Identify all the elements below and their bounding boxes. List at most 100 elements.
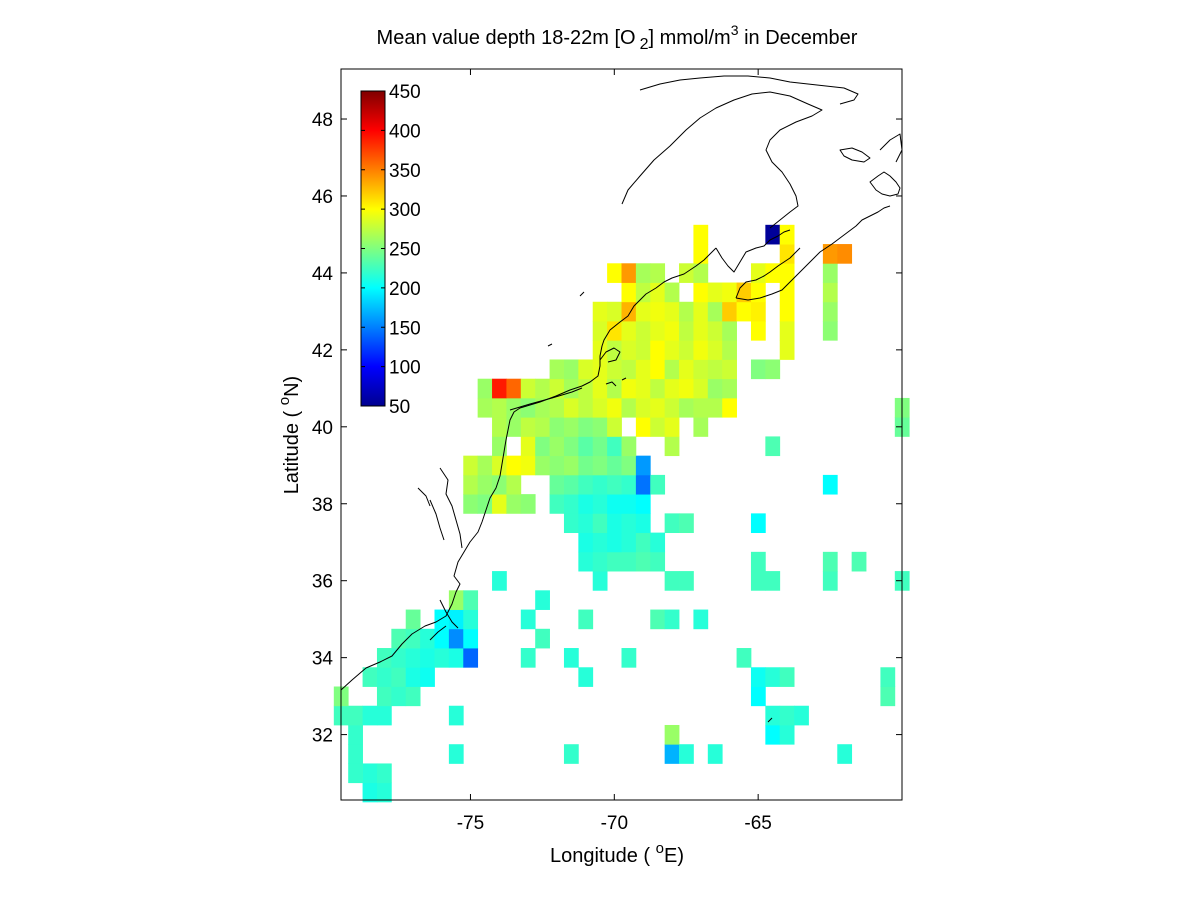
heatmap-cell bbox=[549, 417, 565, 437]
heatmap-cell bbox=[549, 436, 565, 457]
heatmap-cell bbox=[837, 744, 853, 764]
heatmap-cell bbox=[477, 397, 493, 418]
heatmap-cell bbox=[707, 744, 723, 764]
heatmap-cell bbox=[448, 590, 464, 610]
heatmap-cell bbox=[592, 436, 608, 457]
heatmap-cell bbox=[578, 474, 594, 495]
heatmap-cell bbox=[664, 417, 680, 437]
colorbar-tick-label: 450 bbox=[389, 82, 421, 103]
colorbar-tick-label: 150 bbox=[389, 318, 421, 339]
heatmap-cell bbox=[664, 321, 680, 341]
coastline-bay-of-fundy bbox=[715, 229, 791, 273]
heatmap-cell bbox=[448, 705, 464, 726]
coastline-pei bbox=[839, 147, 871, 163]
heatmap-cell bbox=[563, 494, 579, 514]
heatmap-cell bbox=[621, 263, 637, 283]
heatmap-cell bbox=[779, 705, 795, 726]
coastline bbox=[340, 75, 903, 723]
heatmap-cell bbox=[376, 667, 392, 687]
heatmap-cell bbox=[621, 513, 637, 534]
heatmap-cell bbox=[621, 378, 637, 399]
heatmap-cell bbox=[750, 301, 766, 322]
heatmap-cell bbox=[563, 417, 579, 437]
heatmap-cell bbox=[607, 455, 622, 476]
heatmap-cell bbox=[376, 705, 392, 726]
heatmap-cell bbox=[549, 455, 565, 476]
y-tick-label: 44 bbox=[312, 264, 334, 285]
heatmap-cell bbox=[549, 474, 565, 495]
heatmap-cell bbox=[578, 397, 594, 418]
heatmap-cell bbox=[621, 551, 637, 572]
heatmap-cell bbox=[693, 417, 709, 437]
heatmap-cell bbox=[578, 532, 594, 553]
heatmap-cell bbox=[578, 551, 594, 572]
heatmap-cell bbox=[535, 455, 550, 476]
heatmap-cell bbox=[765, 571, 781, 591]
heatmap-cell bbox=[391, 667, 407, 687]
heatmap-cell bbox=[463, 628, 479, 649]
y-axis: 32 34 36 38 40 42 44 46 48 bbox=[312, 110, 902, 747]
heatmap-cell bbox=[679, 513, 694, 534]
heatmap-cell bbox=[750, 667, 766, 687]
heatmap-cell bbox=[693, 340, 709, 360]
x-tick-label: -65 bbox=[744, 813, 771, 834]
heatmap-cell bbox=[779, 263, 795, 283]
heatmap-cell bbox=[578, 513, 594, 534]
heatmap-cell bbox=[592, 513, 608, 534]
coastline-cape-breton bbox=[869, 171, 901, 197]
heatmap-cell bbox=[779, 667, 795, 687]
heatmap-cell bbox=[391, 648, 407, 668]
heatmap-cell bbox=[492, 397, 507, 418]
heatmap-cell bbox=[492, 571, 507, 591]
heatmap-cell bbox=[635, 532, 651, 553]
y-tick-label: 36 bbox=[312, 572, 333, 593]
heatmap-cell bbox=[578, 455, 594, 476]
heatmap-cell bbox=[563, 474, 579, 495]
heatmap-cell bbox=[520, 455, 536, 476]
heatmap-cell bbox=[650, 321, 666, 341]
heatmap-cell bbox=[520, 436, 536, 457]
heatmap-cell bbox=[607, 436, 622, 457]
heatmap-cell bbox=[779, 340, 795, 360]
heatmap-cell bbox=[650, 609, 666, 630]
heatmap-cell bbox=[822, 551, 838, 572]
heatmap-cell bbox=[607, 494, 622, 514]
heatmap-cell bbox=[750, 359, 766, 380]
heatmap-cell bbox=[779, 301, 795, 322]
heatmap-cell bbox=[650, 263, 666, 283]
heatmap-cell bbox=[679, 397, 694, 418]
heatmap-cell bbox=[405, 609, 421, 630]
heatmap-cell bbox=[549, 359, 565, 380]
heatmap-cell bbox=[779, 224, 795, 245]
heatmap-cell bbox=[650, 474, 666, 495]
heatmap-cell bbox=[650, 359, 666, 380]
heatmap-cell bbox=[477, 455, 493, 476]
heatmap-cell bbox=[650, 532, 666, 553]
heatmap-cell bbox=[822, 282, 838, 303]
x-axis-label: Longitude ( oE) bbox=[550, 840, 684, 867]
heatmap-cell bbox=[765, 224, 781, 245]
heatmap-cell bbox=[592, 397, 608, 418]
heatmap-cell bbox=[635, 340, 651, 360]
colorbar-ticks: 450 400 350 300 250 200 150 100 50 bbox=[361, 82, 421, 418]
heatmap-cell bbox=[750, 686, 766, 707]
heatmap-cell bbox=[722, 321, 737, 341]
heatmap-cell bbox=[779, 244, 795, 264]
heatmap-cell bbox=[707, 301, 723, 322]
heatmap-cell bbox=[664, 513, 680, 534]
heatmap-cell bbox=[563, 436, 579, 457]
heatmap-cells bbox=[333, 224, 910, 803]
heatmap-cell bbox=[463, 609, 479, 630]
heatmap-cell bbox=[607, 378, 622, 399]
colorbar-tick-label: 250 bbox=[389, 240, 421, 261]
colorbar: 450 400 350 300 250 200 150 100 50 bbox=[360, 82, 421, 418]
heatmap-cell bbox=[492, 474, 507, 495]
heatmap-cell bbox=[463, 494, 479, 514]
heatmap-cell bbox=[405, 686, 421, 707]
heatmap-cell bbox=[779, 282, 795, 303]
heatmap-cell bbox=[434, 648, 450, 668]
heatmap-cell bbox=[722, 397, 737, 418]
heatmap-cell bbox=[592, 455, 608, 476]
heatmap-cell bbox=[376, 648, 392, 668]
heatmap-cell bbox=[520, 609, 536, 630]
